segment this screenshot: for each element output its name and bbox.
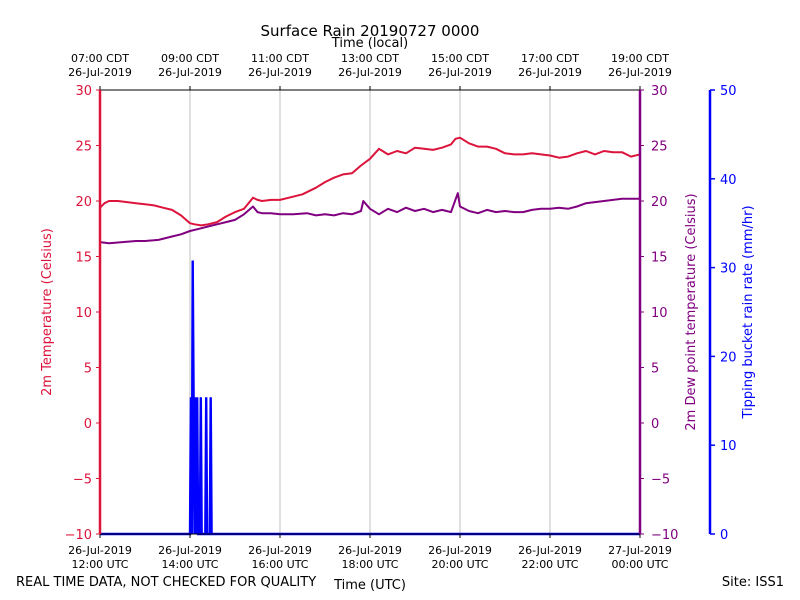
left-y-tick-label: −10 bbox=[65, 528, 92, 543]
x-tick-label-time: 22:00 UTC bbox=[521, 558, 578, 571]
right-y-tick-label: −5 bbox=[651, 473, 670, 488]
top-tick-label-time: 11:00 CDT bbox=[251, 52, 309, 65]
left-y-tick-label: 20 bbox=[75, 195, 92, 210]
right-y-tick-label: 30 bbox=[651, 84, 668, 99]
x-tick-label-time: 20:00 UTC bbox=[431, 558, 488, 571]
rain-y-tick-label: 10 bbox=[720, 439, 737, 454]
x-tick-label-date: 27-Jul-2019 bbox=[608, 544, 672, 557]
top-tick-label-date: 26-Jul-2019 bbox=[68, 66, 132, 79]
top-tick-label-date: 26-Jul-2019 bbox=[608, 66, 672, 79]
top-tick-label-time: 15:00 CDT bbox=[431, 52, 489, 65]
series-dewpoint-line bbox=[99, 192, 640, 245]
right-y-tick-label: 20 bbox=[651, 195, 668, 210]
data-quality-disclaimer: REAL TIME DATA, NOT CHECKED FOR QUALITY bbox=[16, 575, 317, 590]
top-tick-label-date: 26-Jul-2019 bbox=[338, 66, 402, 79]
top-tick-label-date: 26-Jul-2019 bbox=[158, 66, 222, 79]
chart-title: Surface Rain 20190727 0000 bbox=[260, 22, 480, 40]
x-tick-label-time: 12:00 UTC bbox=[71, 558, 128, 571]
top-tick-label-time: 07:00 CDT bbox=[71, 52, 129, 65]
top-tick-label-time: 17:00 CDT bbox=[521, 52, 579, 65]
top-tick-label-time: 09:00 CDT bbox=[161, 52, 219, 65]
series-temperature-line bbox=[99, 136, 641, 227]
x-tick-label-time: 00:00 UTC bbox=[611, 558, 668, 571]
x-tick-label-time: 18:00 UTC bbox=[341, 558, 398, 571]
top-tick-label-time: 13:00 CDT bbox=[341, 52, 399, 65]
top-tick-label-date: 26-Jul-2019 bbox=[248, 66, 312, 79]
right-y-tick-label: 0 bbox=[651, 417, 659, 432]
top-tick-label-time: 19:00 CDT bbox=[611, 52, 669, 65]
site-label: Site: ISS1 bbox=[721, 575, 784, 590]
x-tick-label-time: 16:00 UTC bbox=[251, 558, 308, 571]
right-y-tick-label: 25 bbox=[651, 140, 668, 155]
x-tick-label-date: 26-Jul-2019 bbox=[338, 544, 402, 557]
left-y-axis-label: 2m Temperature (Celsius) bbox=[40, 228, 55, 396]
rain-y-tick-label: 30 bbox=[720, 262, 737, 277]
left-y-tick-label: −5 bbox=[73, 473, 92, 488]
left-y-tick-label: 30 bbox=[75, 84, 92, 99]
right-y-tick-label: 10 bbox=[651, 306, 668, 321]
right-y-tick-label: −10 bbox=[651, 528, 678, 543]
left-y-tick-label: 25 bbox=[75, 140, 92, 155]
top-axis-label: Time (local) bbox=[331, 36, 408, 51]
left-y-tick-label: 15 bbox=[75, 251, 92, 266]
top-tick-label-date: 26-Jul-2019 bbox=[518, 66, 582, 79]
x-axis-label: Time (UTC) bbox=[333, 578, 406, 593]
rain-y-tick-label: 50 bbox=[720, 84, 737, 99]
x-tick-label-date: 26-Jul-2019 bbox=[518, 544, 582, 557]
right-y-tick-label: 5 bbox=[651, 362, 659, 377]
rain-y-tick-label: 40 bbox=[720, 173, 737, 188]
right-y-tick-label: 15 bbox=[651, 251, 668, 266]
top-tick-label-date: 26-Jul-2019 bbox=[428, 66, 492, 79]
left-y-tick-label: 5 bbox=[84, 362, 92, 377]
right-y-axis-label: 2m Dew point temperature (Celsius) bbox=[684, 193, 699, 430]
rain-y-tick-label: 0 bbox=[720, 528, 728, 543]
x-tick-label-date: 26-Jul-2019 bbox=[68, 544, 132, 557]
x-tick-label-time: 14:00 UTC bbox=[161, 558, 218, 571]
x-tick-label-date: 26-Jul-2019 bbox=[248, 544, 312, 557]
gridlines bbox=[189, 90, 551, 534]
rain-y-axis-label: Tipping bucket rain rate (mm/hr) bbox=[741, 205, 756, 419]
rain-y-tick-label: 20 bbox=[720, 350, 737, 365]
left-y-tick-label: 0 bbox=[84, 417, 92, 432]
x-tick-label-date: 26-Jul-2019 bbox=[158, 544, 222, 557]
x-tick-label-date: 26-Jul-2019 bbox=[428, 544, 492, 557]
left-y-tick-label: 10 bbox=[75, 306, 92, 321]
